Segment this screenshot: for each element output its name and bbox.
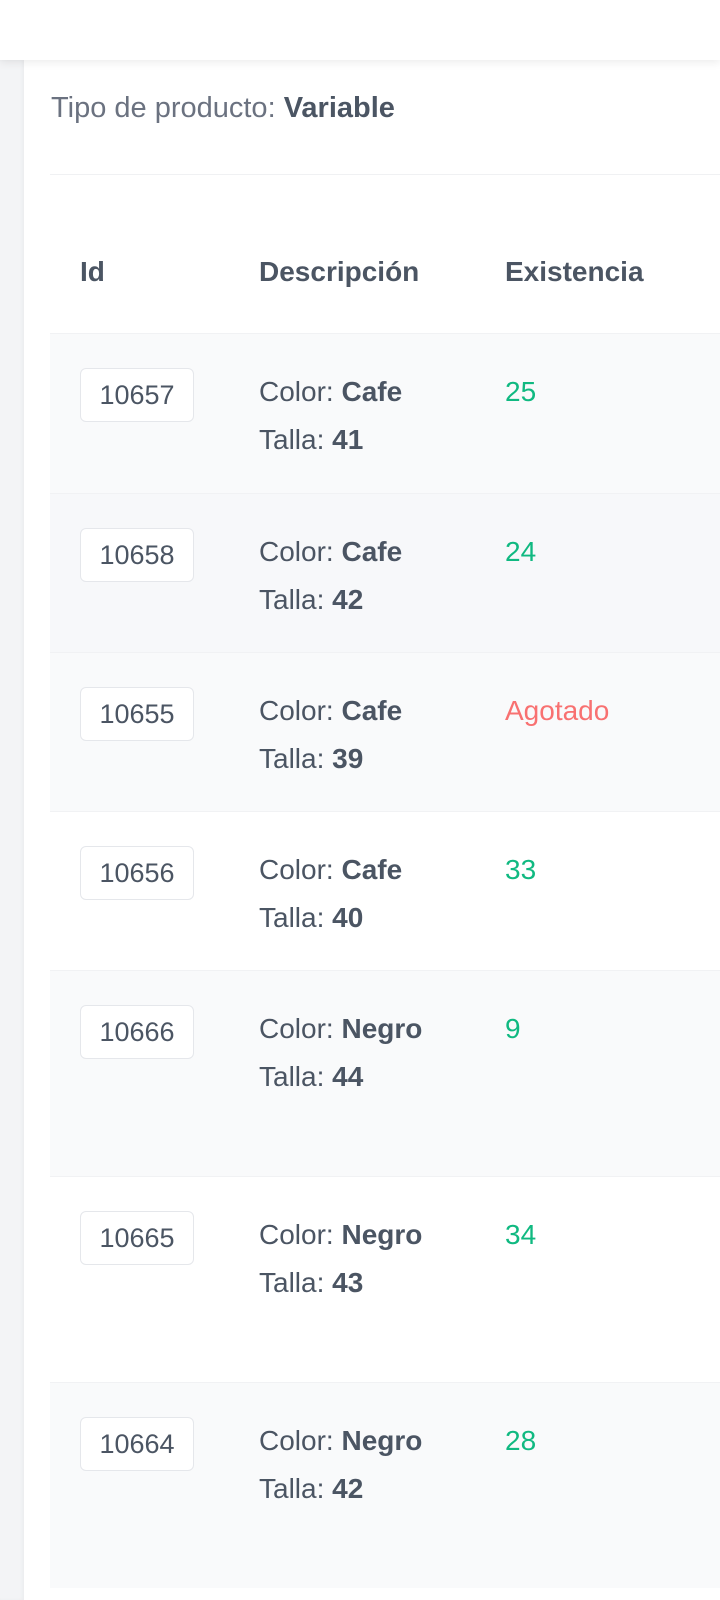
product-variants-card: Tipo de producto: Variable Id Descripció…	[24, 60, 720, 1600]
left-sidebar-edge	[0, 60, 24, 1600]
variant-id-badge[interactable]: 10655	[80, 687, 194, 741]
variant-id-badge[interactable]: 10664	[80, 1417, 194, 1471]
variant-id-badge[interactable]: 10666	[80, 1005, 194, 1059]
table-row: 10666 Color: Negro Talla: 44 9	[50, 970, 720, 1176]
stock-value: 34	[505, 1219, 537, 1250]
size-label: Talla:	[259, 1061, 325, 1092]
divider	[50, 174, 720, 175]
variant-id-badge[interactable]: 10657	[80, 368, 194, 422]
product-type: Tipo de producto: Variable	[51, 92, 395, 125]
stock-value: 28	[505, 1425, 537, 1456]
variants-table-body: 10657 Color: Cafe Talla: 41 25 10658 Color: …	[50, 333, 720, 1588]
size-value: 44	[332, 1061, 364, 1092]
size-label: Talla:	[259, 424, 325, 455]
color-value: Cafe	[341, 376, 403, 407]
stock-value: 25	[505, 376, 537, 407]
size-value: 43	[332, 1267, 364, 1298]
product-type-value: Variable	[283, 92, 395, 124]
variant-description: Color: Negro Talla: 43	[259, 1211, 459, 1307]
variant-id-badge[interactable]: 10658	[80, 528, 194, 582]
top-header-bar	[0, 0, 720, 60]
color-label: Color:	[259, 376, 334, 407]
size-value: 39	[332, 743, 364, 774]
size-label: Talla:	[259, 1267, 325, 1298]
size-label: Talla:	[259, 743, 325, 774]
table-row: 10657 Color: Cafe Talla: 41 25	[50, 333, 720, 493]
size-label: Talla:	[259, 584, 325, 615]
color-label: Color:	[259, 1013, 334, 1044]
variant-description: Color: Cafe Talla: 39	[259, 687, 459, 783]
color-label: Color:	[259, 1425, 334, 1456]
column-header-id: Id	[80, 256, 105, 287]
color-value: Cafe	[341, 854, 403, 885]
stock-value: 9	[505, 1013, 521, 1044]
variant-description: Color: Negro Talla: 44	[259, 1005, 459, 1101]
size-label: Talla:	[259, 1473, 325, 1504]
color-label: Color:	[259, 1219, 334, 1250]
table-row: 10665 Color: Negro Talla: 43 34	[50, 1176, 720, 1382]
column-header-description: Descripción	[259, 256, 420, 287]
color-label: Color:	[259, 536, 334, 567]
product-type-label: Tipo de producto:	[51, 92, 276, 124]
color-value: Cafe	[341, 536, 403, 567]
variant-id-badge[interactable]: 10665	[80, 1211, 194, 1265]
variant-description: Color: Cafe Talla: 42	[259, 528, 459, 624]
stock-value: Agotado	[505, 695, 610, 726]
variant-description: Color: Negro Talla: 42	[259, 1417, 459, 1513]
stock-value: 24	[505, 536, 537, 567]
color-value: Negro	[341, 1219, 423, 1250]
size-value: 42	[332, 584, 364, 615]
table-row: 10655 Color: Cafe Talla: 39 Agotado	[50, 652, 720, 811]
table-row: 10658 Color: Cafe Talla: 42 24	[50, 493, 720, 652]
column-header-stock: Existencia	[505, 256, 644, 287]
color-value: Cafe	[341, 695, 403, 726]
table-header: Id Descripción Existencia	[50, 240, 720, 333]
size-value: 42	[332, 1473, 364, 1504]
stock-value: 33	[505, 854, 537, 885]
table-row: 10664 Color: Negro Talla: 42 28	[50, 1382, 720, 1588]
size-label: Talla:	[259, 902, 325, 933]
color-label: Color:	[259, 695, 334, 726]
color-value: Negro	[341, 1013, 423, 1044]
size-value: 40	[332, 902, 364, 933]
size-value: 41	[332, 424, 364, 455]
color-label: Color:	[259, 854, 334, 885]
table-row: 10656 Color: Cafe Talla: 40 33	[50, 811, 720, 970]
variant-description: Color: Cafe Talla: 41	[259, 368, 459, 464]
color-value: Negro	[341, 1425, 423, 1456]
variant-description: Color: Cafe Talla: 40	[259, 846, 459, 942]
variant-id-badge[interactable]: 10656	[80, 846, 194, 900]
